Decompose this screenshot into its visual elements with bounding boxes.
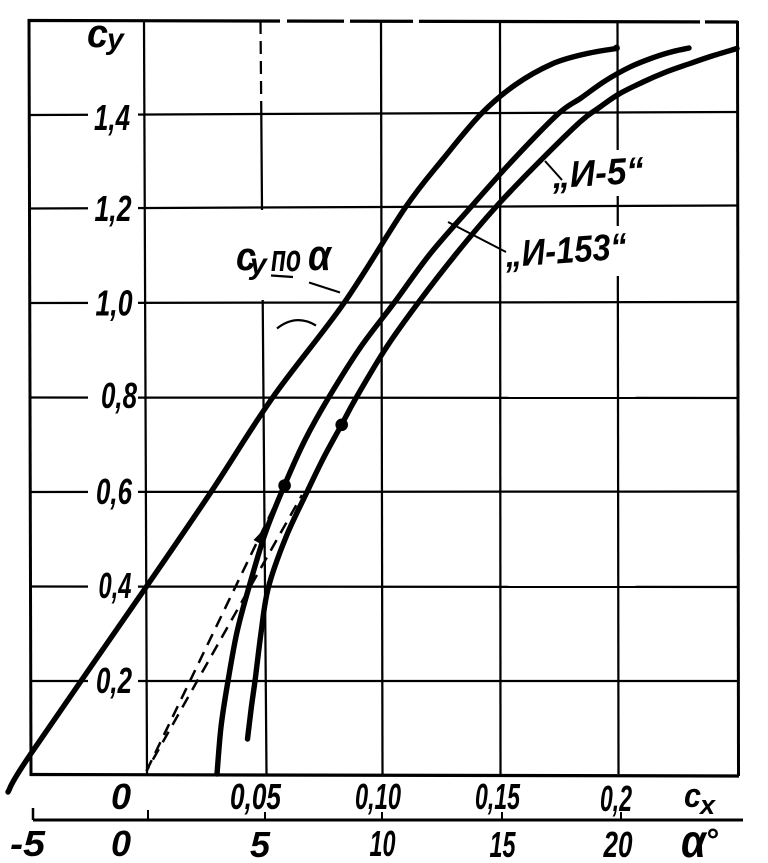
svg-text:0,2: 0,2 <box>600 778 632 819</box>
svg-text:x: x <box>698 790 716 820</box>
svg-text:c: c <box>236 235 256 279</box>
svg-text:α: α <box>681 815 708 863</box>
svg-text:0,10: 0,10 <box>355 776 401 817</box>
svg-text:y: y <box>248 248 268 281</box>
svg-text:0,2: 0,2 <box>96 660 132 701</box>
svg-text:по: по <box>271 238 301 280</box>
svg-text:0: 0 <box>111 823 131 863</box>
svg-text:c: c <box>87 12 108 56</box>
svg-text:20: 20 <box>603 824 633 863</box>
svg-text:10: 10 <box>370 823 396 863</box>
svg-text:15: 15 <box>490 824 517 863</box>
svg-text:1,4: 1,4 <box>94 97 130 138</box>
svg-text:0,4: 0,4 <box>99 565 132 606</box>
svg-text:-5: -5 <box>10 823 46 863</box>
svg-text:„И-5“: „И-5“ <box>550 150 646 197</box>
svg-text:α: α <box>308 231 332 280</box>
svg-text:y: y <box>105 23 125 56</box>
svg-text:1,0: 1,0 <box>96 283 133 324</box>
svg-text:„И-153“: „И-153“ <box>503 226 629 276</box>
svg-text:5: 5 <box>250 824 271 863</box>
svg-text:0: 0 <box>111 776 131 817</box>
svg-text:0,15: 0,15 <box>475 776 521 817</box>
svg-text:1,2: 1,2 <box>95 188 132 229</box>
svg-text:0,05: 0,05 <box>230 776 282 817</box>
svg-text:c: c <box>684 777 701 815</box>
svg-text:0,6: 0,6 <box>96 471 133 512</box>
svg-text:0,8: 0,8 <box>101 375 137 416</box>
svg-text:°: ° <box>705 822 718 858</box>
